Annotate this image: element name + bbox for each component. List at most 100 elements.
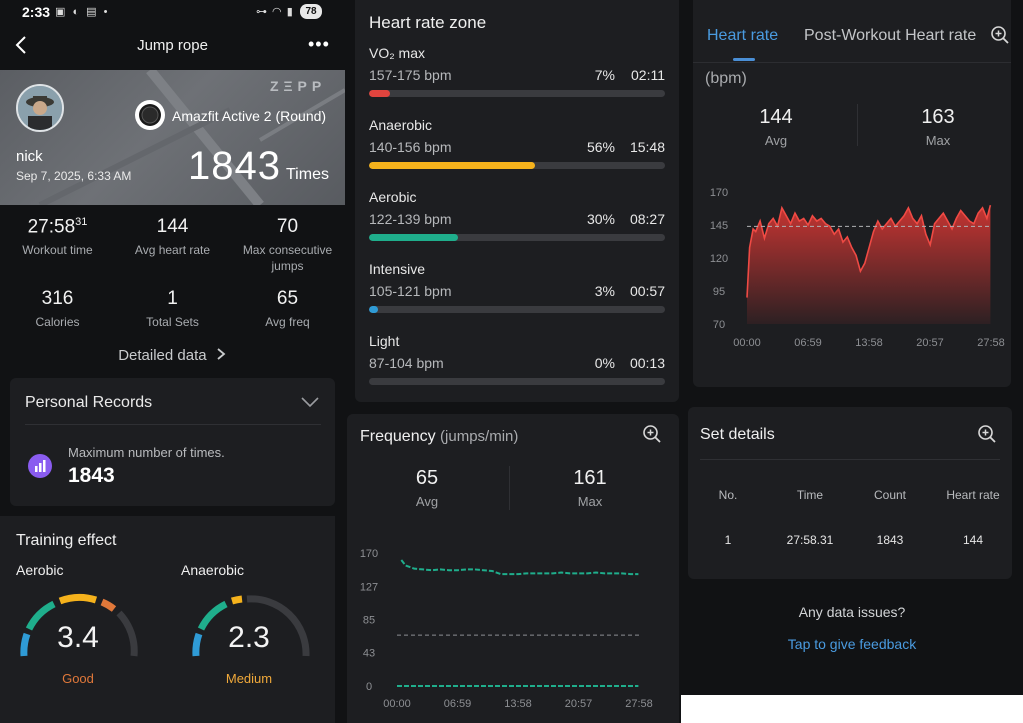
avatar[interactable] [16, 84, 64, 132]
stat-total-sets: 1 Total Sets [115, 288, 230, 330]
zone-name: Anaerobic [369, 117, 433, 133]
chevron-down-icon[interactable] [300, 396, 320, 408]
zone-progress-track [369, 306, 665, 313]
zoom-in-icon[interactable] [642, 424, 662, 444]
zone-row: VO₂ max 157-175 bpm 7% 02:11 [369, 45, 665, 109]
x-tick-label: 27:58 [977, 337, 1005, 349]
heart-rate-unit: (bpm) [705, 70, 747, 87]
zone-progress-track [369, 378, 665, 385]
workout-hero-card: ZΞPP Amazfit Active 2 (Round) nick Sep 7… [0, 70, 345, 205]
aerobic-value: 3.4 [57, 621, 99, 654]
heart-rate-panel: Heart rate Post-Workout Heart rate (bpm)… [681, 0, 1023, 723]
anaerobic-gauge [192, 595, 310, 657]
stat-value: 1 [167, 288, 178, 309]
zone-progress-track [369, 234, 665, 241]
feedback-link[interactable]: Tap to give feedback [787, 636, 917, 652]
anaerobic-rating: Medium [225, 671, 273, 686]
more-options-button[interactable]: ••• [308, 34, 330, 54]
anaerobic-label: Anaerobic [181, 562, 245, 578]
y-tick-label: 43 [363, 647, 375, 659]
workout-summary-panel: 2:33 ▣ ◐ ▤ • ⊶ ◠ ▮ 78 Jump rope ••• ZΞPP [0, 0, 345, 723]
zone-time: 00:57 [629, 283, 665, 299]
data-issues-question: Any data issues? [798, 604, 906, 620]
zoom-in-icon[interactable] [977, 424, 997, 444]
stat-label: Avg heart rate [134, 243, 211, 257]
training-effect-card: Training effect Aerobic Anaerobic 3.4 Go… [0, 516, 335, 723]
zone-range: 87-104 bpm [369, 355, 444, 371]
stat-value: 144 [156, 216, 189, 237]
zone-range: 157-175 bpm [369, 67, 452, 83]
zone-progress-fill [369, 162, 535, 169]
zone-percent: 7% [594, 67, 615, 83]
x-tick-label: 06:59 [794, 337, 822, 349]
stat-workout-time: 27:5831 Workout time [0, 216, 115, 258]
zones-frequency-panel: Heart rate zone VO₂ max 157-175 bpm 7% 0… [345, 0, 681, 723]
heart-rate-max-label: Max [925, 133, 951, 148]
back-button[interactable] [12, 34, 32, 56]
bar-chart-icon [28, 454, 52, 478]
frequency-chart: 170 127 85 43 0 00:00 06:59 13:58 20:57 27:58 [360, 548, 653, 710]
table-cell: 1843 [876, 533, 904, 547]
personal-records-card: Personal Records Maximum number of times… [10, 378, 335, 506]
frequency-series-line [400, 559, 639, 576]
heart-rate-avg-label: Avg [764, 133, 788, 148]
divider [700, 459, 1000, 460]
tab-heart-rate[interactable]: Heart rate [707, 27, 779, 44]
status-bar: 2:33 ▣ ◐ ▤ • ⊶ ◠ ▮ 78 [0, 0, 345, 24]
zone-row: Anaerobic 140-156 bpm 56% 15:48 [369, 117, 665, 181]
set-details-card: Set details No. Time Count Heart rate 1 … [688, 407, 1012, 579]
x-tick-label: 13:58 [855, 337, 883, 349]
zone-progress-fill [369, 90, 390, 97]
zoom-in-icon[interactable] [990, 25, 1010, 45]
zone-progress-track [369, 162, 665, 169]
detailed-data-link[interactable]: Detailed data [0, 347, 345, 364]
frequency-title: Frequency (jumps/min) [360, 428, 518, 446]
stat-calories: 316 Calories [0, 288, 115, 330]
aerobic-gauge [20, 593, 138, 657]
y-tick-label: 120 [710, 253, 728, 265]
workout-date: Sep 7, 2025, 6:33 AM [16, 169, 132, 183]
stat-label: Calories [35, 315, 80, 329]
stat-avg-heart-rate: 144 Avg heart rate [115, 216, 230, 258]
stat-value: 27:58 [27, 216, 76, 238]
heart-rate-card: Heart rate Post-Workout Heart rate (bpm)… [693, 0, 1011, 387]
stat-label: Workout time [22, 243, 93, 258]
zone-time: 00:13 [629, 355, 665, 371]
battery-icon: 78 [300, 4, 322, 19]
zone-range: 122-139 bpm [369, 211, 452, 227]
device-name: Amazfit Active 2 (Round) [172, 108, 327, 124]
zone-name: Intensive [369, 261, 426, 277]
column-header: Count [873, 488, 907, 502]
zone-percent: 56% [586, 139, 615, 155]
zone-row: Intensive 105-121 bpm 3% 00:57 [369, 261, 665, 325]
user-name: nick [16, 148, 43, 165]
heart-rate-area [747, 205, 991, 324]
x-tick-label: 27:58 [625, 698, 653, 710]
record-value: 1843 [68, 464, 115, 487]
tab-post-workout-heart-rate[interactable]: Post-Workout Heart rate [804, 27, 977, 44]
divider [25, 424, 321, 425]
training-effect-title: Training effect [16, 532, 117, 549]
record-label: Maximum number of times. [68, 445, 225, 460]
zone-row: Aerobic 122-139 bpm 30% 08:27 [369, 189, 665, 253]
stat-label: Avg freq [265, 315, 310, 329]
zone-name: Light [369, 333, 400, 349]
divider [857, 104, 858, 146]
zone-percent: 3% [594, 283, 615, 299]
stat-value: 70 [276, 216, 299, 237]
divider [693, 62, 1011, 63]
frequency-card: Frequency (jumps/min) 65 Avg 161 Max 170… [347, 414, 679, 723]
hero-background-pattern [38, 70, 345, 205]
y-tick-label: 0 [366, 681, 372, 693]
column-header: Time [796, 488, 824, 502]
detailed-data-label: Detailed data [118, 347, 207, 364]
aerobic-label: Aerobic [16, 562, 64, 578]
zone-progress-fill [369, 306, 378, 313]
watch-icon [135, 100, 165, 130]
zone-name: Aerobic [369, 189, 417, 205]
stat-avg-freq: 65 Avg freq [230, 288, 345, 330]
column-header: No. [718, 488, 738, 502]
x-tick-label: 13:58 [504, 698, 532, 710]
set-details-section: Set details No. Time Count Heart rate 1 … [681, 395, 1023, 695]
heart-rate-section: Heart rate Post-Workout Heart rate (bpm)… [681, 0, 1023, 395]
